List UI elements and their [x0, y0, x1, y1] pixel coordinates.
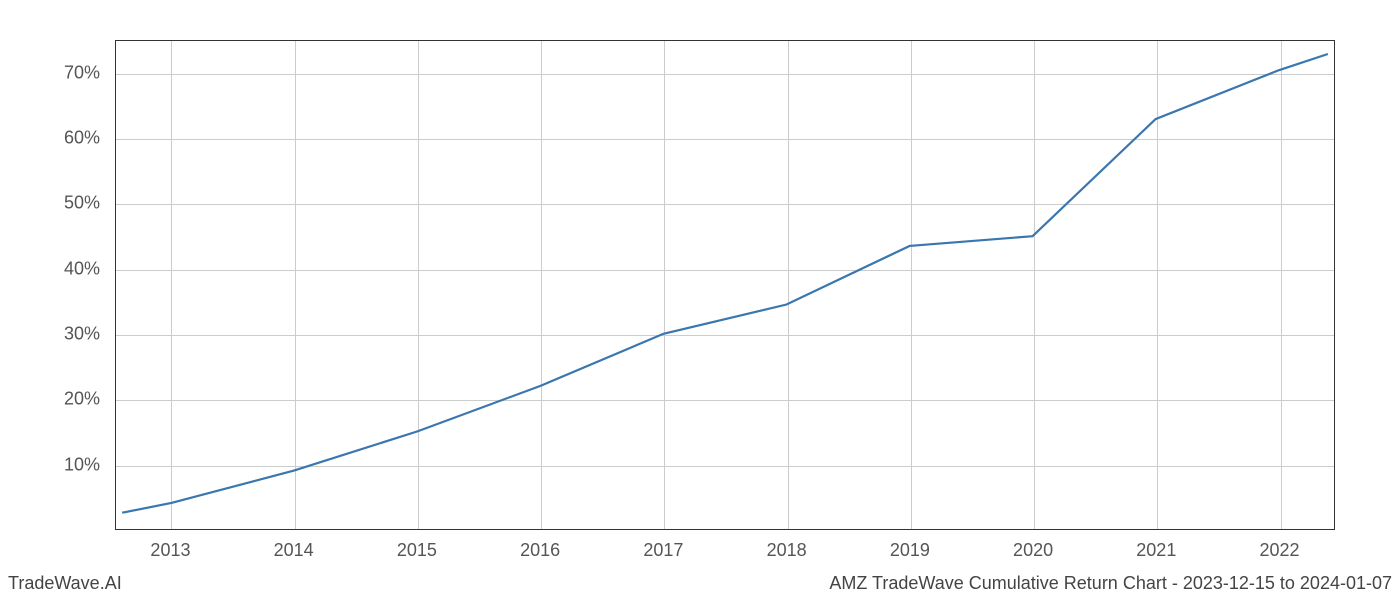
y-axis-tick-label: 60% [64, 128, 100, 149]
chart-container: 2013201420152016201720182019202020212022… [115, 40, 1335, 530]
x-axis-tick-label: 2015 [397, 540, 437, 561]
x-axis-tick-label: 2016 [520, 540, 560, 561]
x-axis-tick-label: 2013 [150, 540, 190, 561]
y-axis-tick-label: 40% [64, 258, 100, 279]
x-axis-tick-label: 2017 [643, 540, 683, 561]
x-axis-tick-label: 2021 [1136, 540, 1176, 561]
y-axis-tick-label: 70% [64, 62, 100, 83]
x-axis-tick-label: 2014 [274, 540, 314, 561]
y-axis-tick-label: 30% [64, 324, 100, 345]
x-axis-tick-label: 2020 [1013, 540, 1053, 561]
x-axis-tick-label: 2022 [1260, 540, 1300, 561]
y-axis-tick-label: 20% [64, 389, 100, 410]
plot-area [115, 40, 1335, 530]
y-axis-tick-label: 50% [64, 193, 100, 214]
x-axis-tick-label: 2018 [767, 540, 807, 561]
x-axis-tick-label: 2019 [890, 540, 930, 561]
y-axis-tick-label: 10% [64, 454, 100, 475]
line-chart-svg [116, 41, 1334, 529]
footer-brand-text: TradeWave.AI [8, 573, 122, 594]
footer-chart-caption: AMZ TradeWave Cumulative Return Chart - … [829, 573, 1392, 594]
